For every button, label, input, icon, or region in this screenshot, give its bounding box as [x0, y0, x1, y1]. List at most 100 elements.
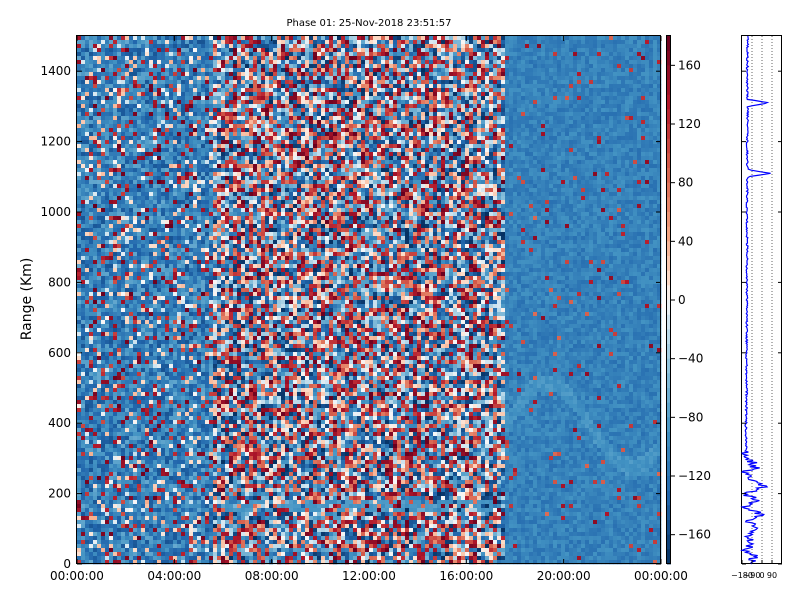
heatmap-cell [225, 72, 230, 77]
heatmap-cell [165, 460, 170, 465]
heatmap-cell [225, 80, 230, 85]
heatmap-cell [157, 140, 162, 145]
heatmap-cell [133, 92, 138, 97]
heatmap-cell [165, 560, 170, 565]
heatmap-cell [121, 540, 126, 545]
heatmap-cell [221, 268, 226, 273]
heatmap-cell [181, 72, 186, 77]
heatmap-cell [173, 304, 178, 309]
heatmap-cell [101, 196, 106, 201]
heatmap-cell [189, 132, 194, 137]
heatmap-cell [101, 380, 106, 385]
heatmap-cell [181, 296, 186, 301]
heatmap-cell [205, 264, 210, 269]
heatmap-cell [129, 276, 134, 281]
heatmap-cell [109, 232, 114, 237]
heatmap-cell [101, 376, 106, 381]
heatmap-cell [117, 344, 122, 349]
heatmap-cell [157, 88, 162, 93]
heatmap-cell [141, 304, 146, 309]
heatmap-cell [141, 420, 146, 425]
heatmap-cell [157, 412, 162, 417]
heatmap-cell [121, 136, 126, 141]
heatmap-cell [225, 288, 230, 293]
heatmap-cell [81, 304, 86, 309]
heatmap-cell [173, 472, 178, 477]
heatmap-cell [165, 448, 170, 453]
heatmap-cell [113, 428, 118, 433]
heatmap-cell [101, 500, 106, 505]
heatmap-cell [105, 400, 110, 405]
heatmap-cell [113, 516, 118, 521]
heatmap-cell [201, 340, 206, 345]
heatmap-cell [201, 500, 206, 505]
heatmap-cell [109, 556, 114, 561]
heatmap-cell [113, 80, 118, 85]
heatmap-cell [101, 92, 106, 97]
heatmap-cell [129, 140, 134, 145]
heatmap-cell [121, 480, 126, 485]
heatmap-cell [93, 420, 98, 425]
heatmap-cell [169, 548, 174, 553]
heatmap-cell [201, 420, 206, 425]
heatmap-cell [93, 64, 98, 69]
heatmap-cell [177, 156, 182, 161]
heatmap-cell [161, 480, 166, 485]
heatmap-cell [201, 300, 206, 305]
heatmap-cell [137, 212, 142, 217]
heatmap-cell [81, 148, 86, 153]
heatmap-cell [217, 504, 222, 509]
heatmap-cell [177, 320, 182, 325]
heatmap-cell [137, 356, 142, 361]
heatmap-cell [145, 240, 150, 245]
heatmap-cell [93, 48, 98, 53]
heatmap-cell [121, 488, 126, 493]
heatmap-cell [81, 280, 86, 285]
heatmap-cell [185, 64, 190, 69]
heatmap-cell [157, 380, 162, 385]
heatmap-cell [81, 284, 86, 289]
heatmap-cell [105, 52, 110, 57]
heatmap-cell [225, 392, 230, 397]
heatmap-cell [153, 296, 158, 301]
heatmap-cell [145, 124, 150, 129]
heatmap-cell [189, 296, 194, 301]
heatmap-cell [113, 380, 118, 385]
heatmap-cell [153, 228, 158, 233]
heatmap-cell [121, 164, 126, 169]
heatmap-cell [129, 240, 134, 245]
heatmap-cell [197, 520, 202, 525]
heatmap-cell [173, 280, 178, 285]
heatmap-cell [97, 240, 102, 245]
heatmap-cell [213, 272, 218, 277]
heatmap-cell [133, 128, 138, 133]
heatmap-cell [77, 212, 82, 217]
heatmap-cell [89, 524, 94, 529]
heatmap-cell [89, 480, 94, 485]
heatmap-cell [105, 408, 110, 413]
heatmap-cell [221, 324, 226, 329]
heatmap-cell [193, 560, 198, 565]
heatmap-cell [225, 292, 230, 297]
heatmap-cell [161, 88, 166, 93]
heatmap-cell [185, 204, 190, 209]
heatmap-cell [165, 80, 170, 85]
heatmap-cell [113, 148, 118, 153]
heatmap-cell [105, 320, 110, 325]
heatmap-cell [105, 284, 110, 289]
heatmap-cell [157, 556, 162, 561]
heatmap-cell [105, 388, 110, 393]
heatmap-cell [77, 248, 82, 253]
heatmap-cell [93, 92, 98, 97]
heatmap-cell [113, 52, 118, 57]
heatmap-cell [185, 152, 190, 157]
heatmap-cell [93, 504, 98, 509]
heatmap-cell [225, 264, 230, 269]
heatmap-cell [121, 328, 126, 333]
heatmap-cell [169, 532, 174, 537]
heatmap-cell [85, 304, 90, 309]
heatmap-cell [141, 152, 146, 157]
heatmap-cell [169, 156, 174, 161]
heatmap-cell [129, 304, 134, 309]
heatmap-cell [189, 400, 194, 405]
